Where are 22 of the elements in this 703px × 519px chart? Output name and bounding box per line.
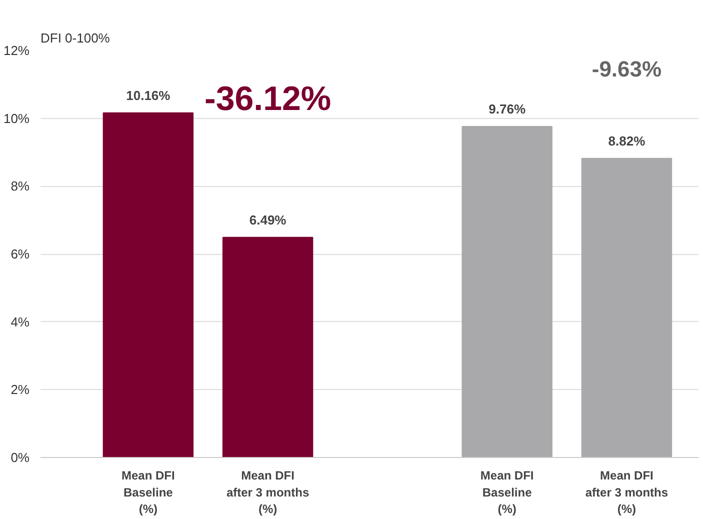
bar [581, 158, 672, 458]
y-axis-title: DFI 0-100% [40, 30, 110, 46]
bar [462, 126, 552, 458]
y-tick-label: 2% [10, 382, 30, 398]
y-tick-label: 12% [3, 43, 30, 58]
annotation: -9.63% [592, 56, 662, 82]
x-tick-label: Mean DFI Baseline (%) [122, 468, 175, 516]
y-tick-label: 8% [10, 178, 30, 194]
bar [102, 112, 194, 458]
data-label: 10.16% [126, 88, 171, 103]
x-tick-label: Mean DFI after 3 months (%) [585, 468, 668, 516]
data-label: 8.82% [608, 133, 646, 148]
y-tick-label: 10% [3, 110, 30, 126]
x-tick-label: Mean DFI after 3 months (%) [226, 468, 310, 516]
data-label: 9.76% [488, 101, 526, 116]
y-tick-label: 6% [10, 246, 30, 262]
bar [222, 236, 314, 458]
y-tick-label: 4% [10, 314, 30, 330]
y-tick-label: 0% [10, 450, 30, 465]
x-tick-label: Mean DFI Baseline (%) [480, 468, 534, 516]
annotation: -36.12% [204, 80, 332, 118]
data-label: 6.49% [249, 212, 287, 228]
